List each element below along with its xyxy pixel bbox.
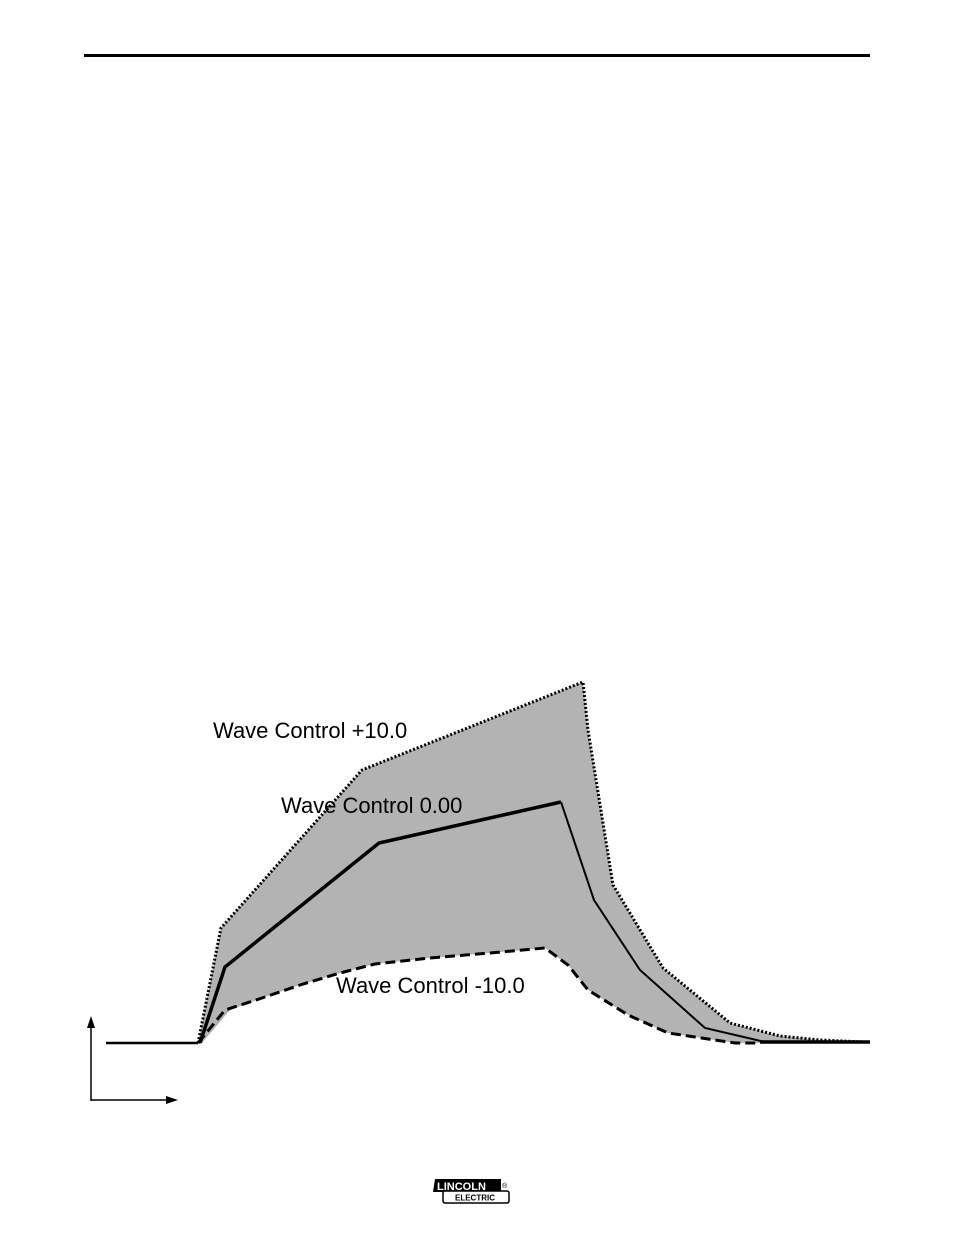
label-wave-control-minus-10: Wave Control -10.0: [336, 973, 525, 998]
wave-control-minus-10-curve: [196, 946, 760, 1045]
wave-control-zero-curve-rise: [198, 800, 562, 1044]
wave-envelope-area: [198, 682, 865, 1043]
logo-registered-mark: ®: [502, 1182, 508, 1190]
logo-bottom-text: ELECTRIC: [455, 1194, 495, 1203]
label-wave-control-plus-10: Wave Control +10.0: [213, 718, 407, 743]
y-axis-arrowhead: [87, 1016, 95, 1028]
label-wave-control-zero: Wave Control 0.00: [281, 793, 462, 818]
logo-top-band: [433, 1179, 501, 1192]
lincoln-electric-logo: LINCOLN ELECTRIC ®: [433, 1179, 510, 1204]
wave-control-zero-curve-fall: [560, 801, 766, 1043]
logo-bottom-band: [442, 1190, 510, 1204]
x-axis-arrowhead: [166, 1096, 178, 1104]
page-top-rule: [84, 54, 870, 57]
wave-control-plus-10-curve: [196, 679, 866, 1044]
logo-top-text: LINCOLN: [437, 1181, 486, 1193]
